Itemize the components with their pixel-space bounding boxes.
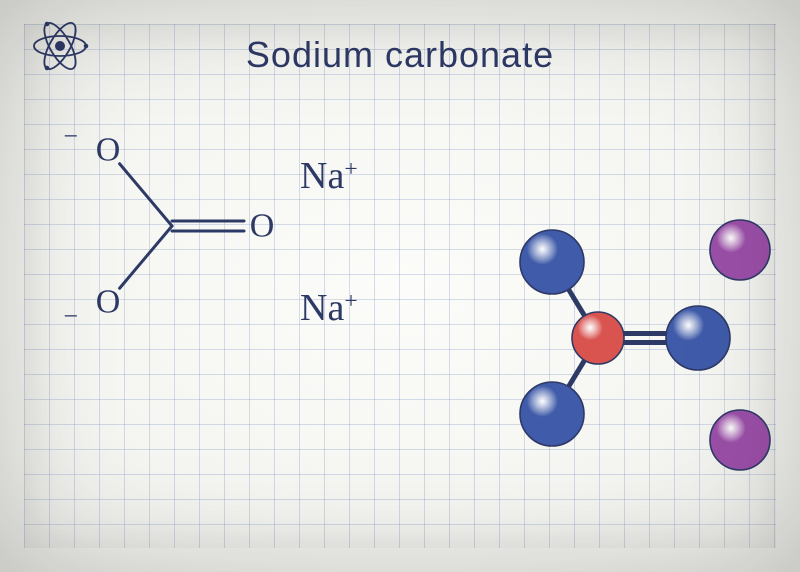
atom-sphere-o2 (666, 306, 730, 370)
stage: Sodium carbonate OOO−− Na+Na+ (0, 0, 800, 572)
atom-sphere-o1 (520, 230, 584, 294)
atom-sphere-na2 (710, 410, 770, 470)
ball-stick-model (0, 0, 800, 572)
atom-sphere-na1 (710, 220, 770, 280)
atom-sphere-c (572, 312, 624, 364)
atom-sphere-o3 (520, 382, 584, 446)
